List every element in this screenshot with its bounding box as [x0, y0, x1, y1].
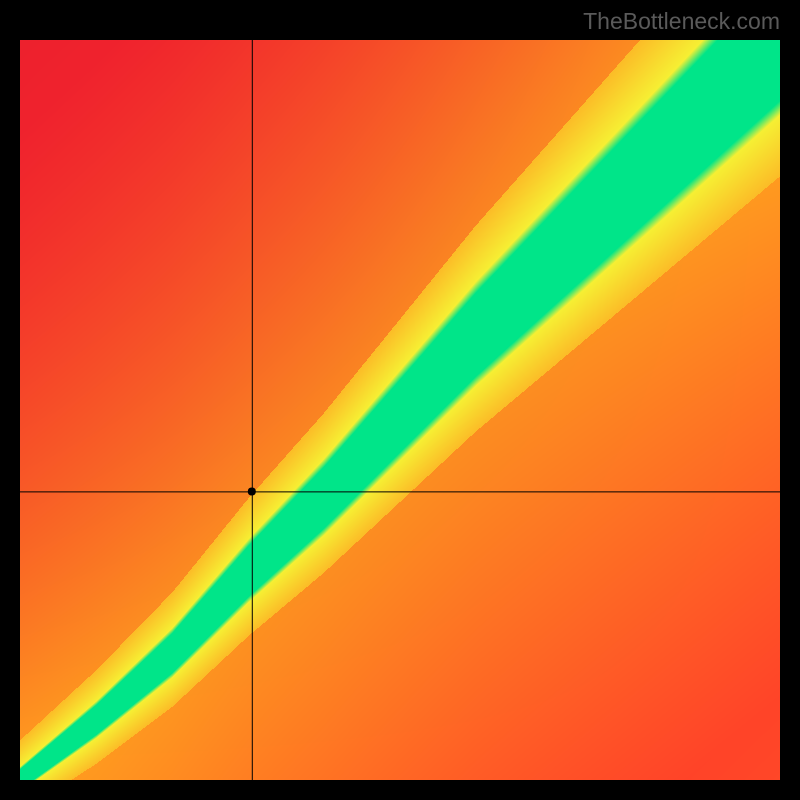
heatmap-canvas	[20, 40, 780, 780]
watermark-text: TheBottleneck.com	[583, 8, 780, 35]
chart-container: TheBottleneck.com	[0, 0, 800, 800]
heatmap-plot	[20, 40, 780, 780]
